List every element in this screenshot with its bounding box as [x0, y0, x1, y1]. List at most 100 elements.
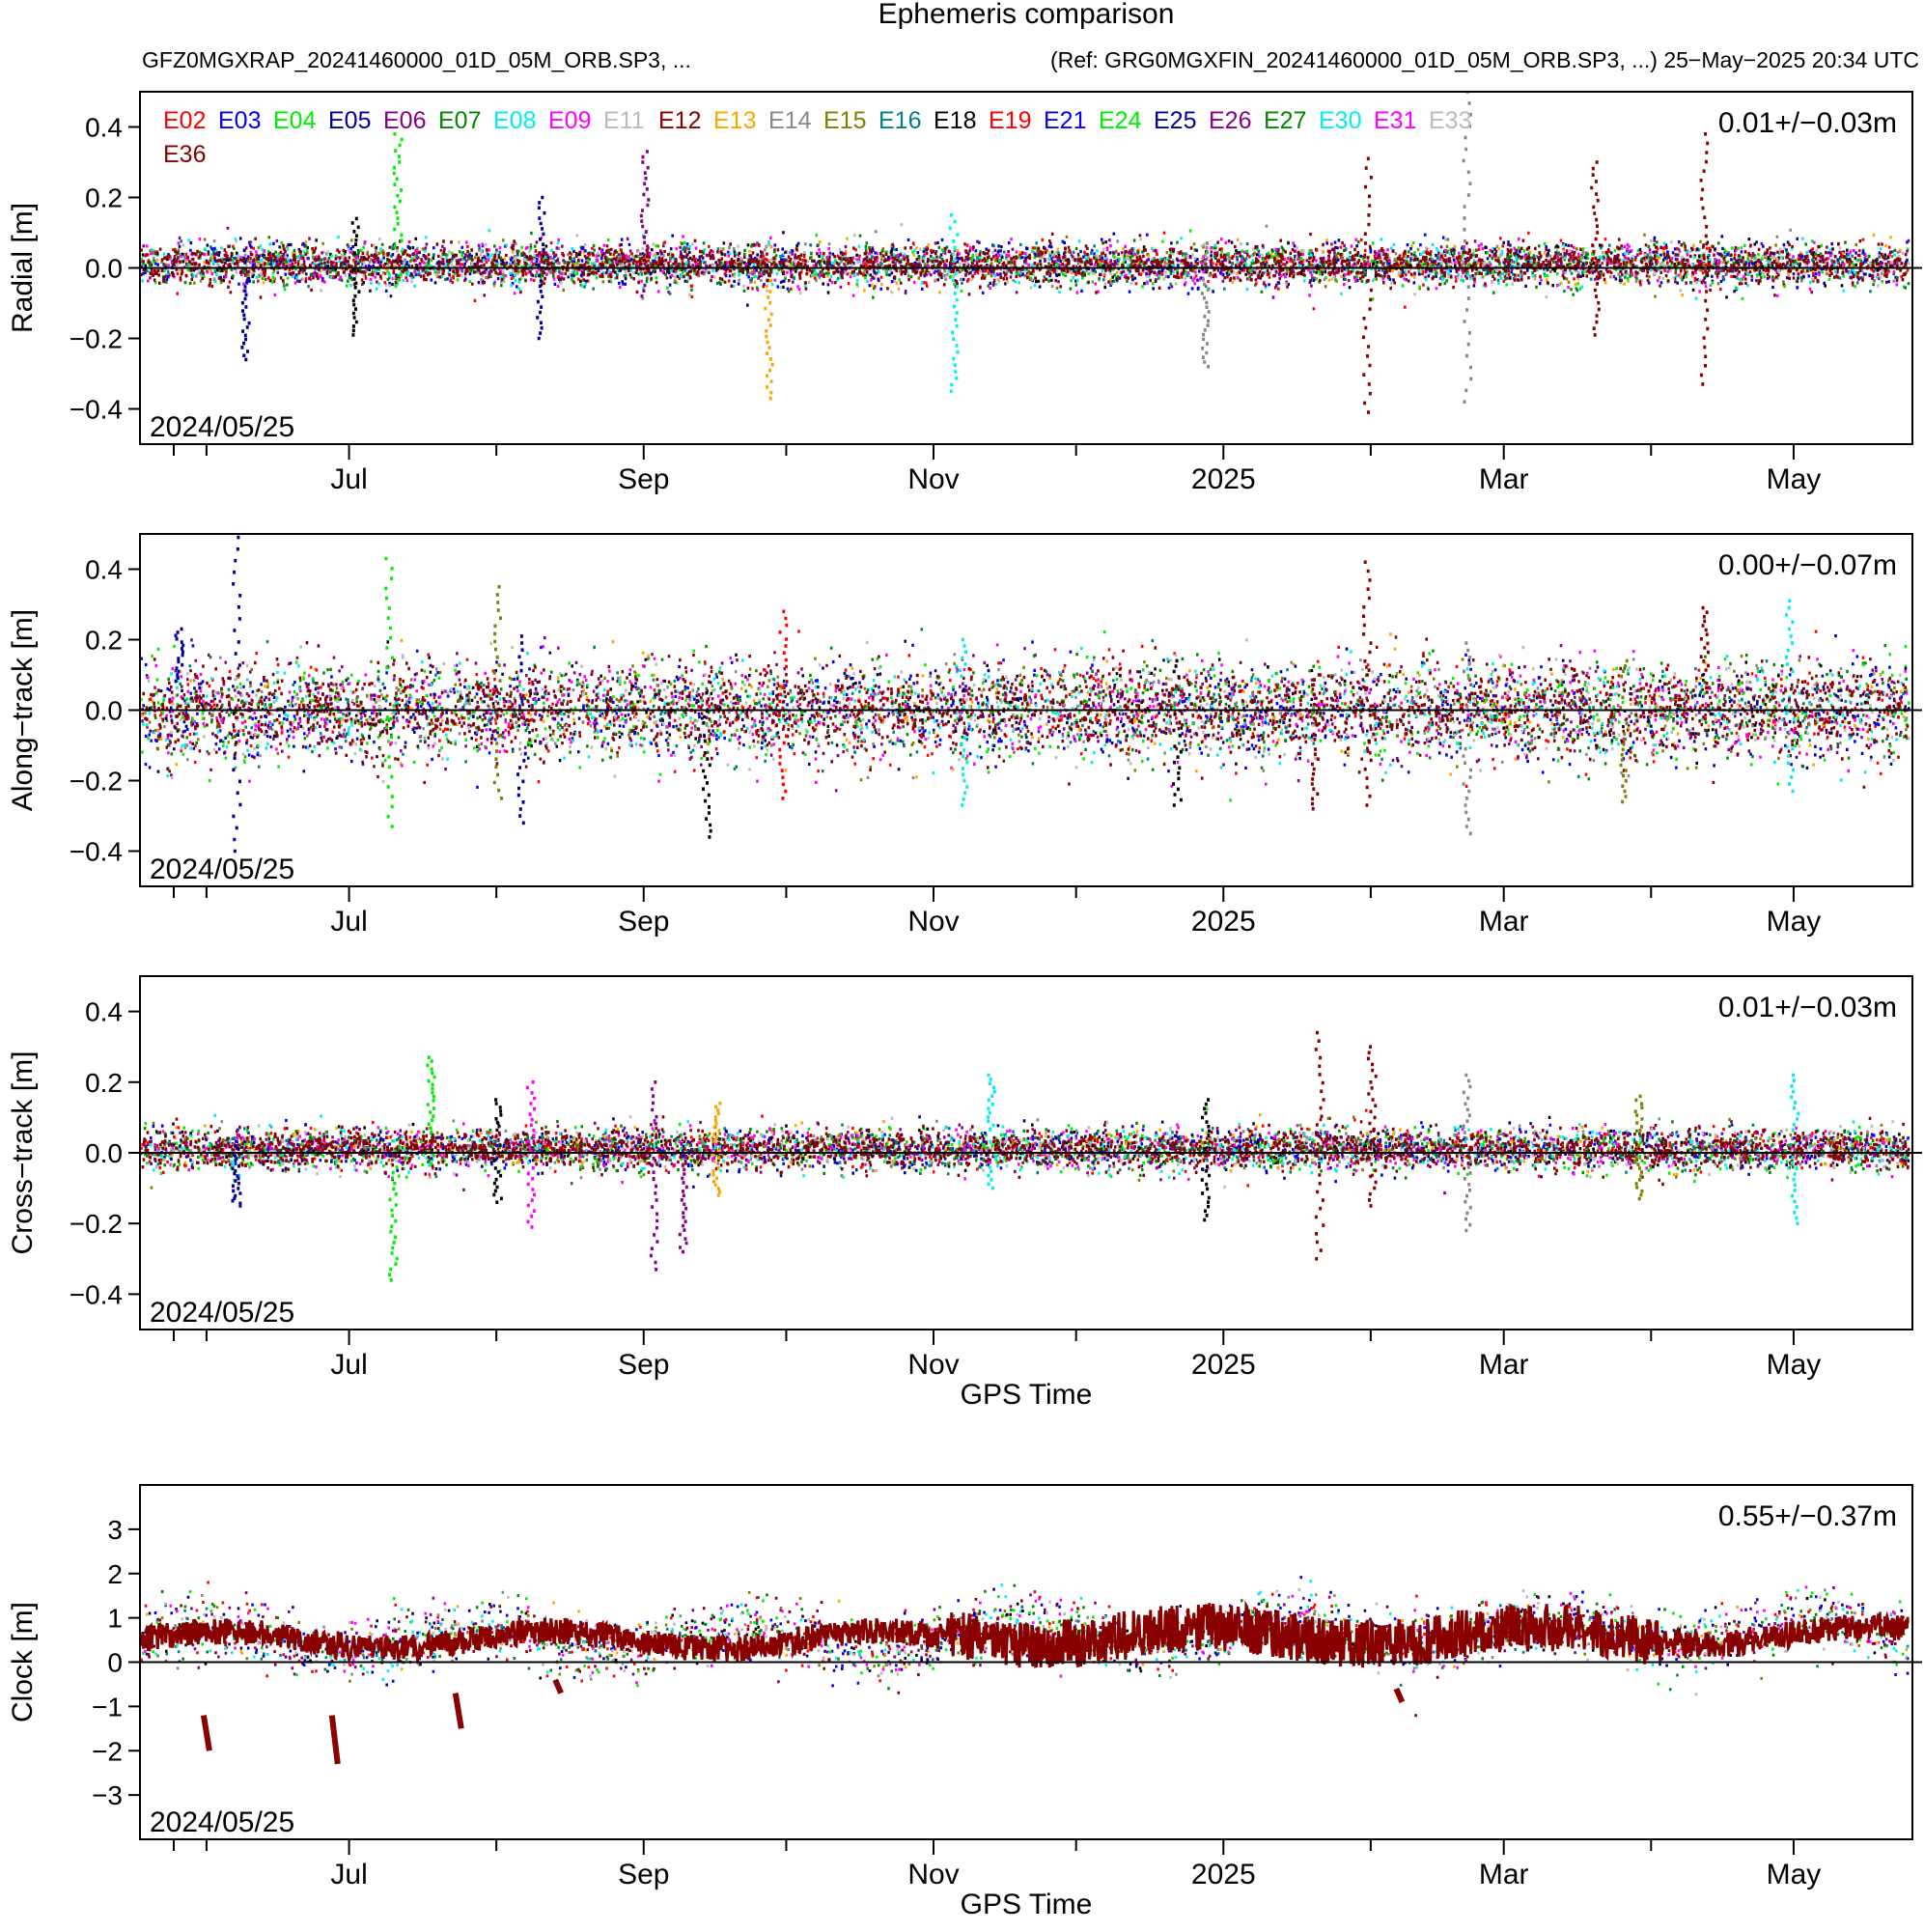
- legend-entry-E15: E15: [823, 107, 866, 134]
- clock-drop-0: [200, 1715, 212, 1751]
- spike-radial-2: [392, 132, 404, 288]
- spike-along-10: [1362, 560, 1373, 807]
- figure-subtitle-right: (Ref: GRG0MGXFIN_20241460000_01D_05M_ORB…: [1050, 47, 1919, 72]
- legend-entry-E14: E14: [768, 107, 812, 134]
- start-date-label: 2024/05/25: [150, 411, 294, 443]
- spike-along-4: [516, 634, 527, 826]
- ytick-label: −0.4: [70, 395, 123, 425]
- scatter-points: [140, 535, 1910, 854]
- series-E27: [153, 649, 1908, 782]
- spike-along-5: [702, 690, 712, 839]
- legend-entry-E19: E19: [989, 107, 1031, 134]
- clock-drop-4: [1393, 1687, 1406, 1703]
- ytick-label: 0: [107, 1648, 123, 1678]
- figure-title: Ephemeris comparison: [878, 0, 1175, 30]
- scatter-points: [140, 1030, 1910, 1282]
- legend-entry-E05: E05: [328, 107, 371, 134]
- spike-cross-10: [1314, 1030, 1325, 1261]
- spike-radial-6: [948, 213, 960, 394]
- legend-entry-E08: E08: [493, 107, 536, 134]
- series-E04: [141, 630, 1909, 783]
- xtick-label: Nov: [907, 1349, 959, 1381]
- spike-radial-4: [639, 150, 651, 298]
- spike-along-12: [1619, 658, 1629, 804]
- series-E36: [145, 635, 1898, 789]
- start-date-label: 2024/05/25: [150, 1806, 294, 1838]
- legend-entry-E16: E16: [878, 107, 921, 134]
- ytick-label: −1: [92, 1692, 123, 1722]
- spike-along-11: [1462, 641, 1472, 836]
- legend-entry-E04: E04: [273, 107, 317, 134]
- xtick-label: Mar: [1479, 1859, 1529, 1890]
- ylabel: Cross−track [m]: [7, 1051, 39, 1255]
- legend-entry-E33: E33: [1429, 107, 1471, 134]
- spike-radial-0: [240, 248, 251, 362]
- ytick-label: −3: [92, 1780, 123, 1810]
- ytick-label: 0.2: [85, 626, 123, 656]
- panels: −0.4 −0.2 0.0 0.2 0.4 Jul Sep Nov 2025 Mar May Radi…: [7, 91, 1922, 1920]
- spike-cross-4: [525, 1080, 537, 1229]
- spike-cross-9: [1200, 1098, 1211, 1222]
- series-E15: [147, 646, 1908, 784]
- start-date-label: 2024/05/25: [150, 854, 294, 885]
- spike-cross-2: [426, 1055, 436, 1165]
- ytick-label: 0.0: [85, 1138, 123, 1168]
- xlabel: GPS Time: [961, 1889, 1093, 1920]
- legend-entry-E25: E25: [1154, 107, 1196, 134]
- spike-along-8: [1172, 658, 1183, 807]
- ytick-label: 0.0: [85, 254, 123, 284]
- ytick-label: −0.2: [70, 1209, 123, 1239]
- spike-radial-5: [764, 244, 774, 401]
- xtick-label: Mar: [1479, 906, 1529, 938]
- ytick-label: 0.4: [85, 555, 123, 585]
- spike-cross-5: [649, 1080, 660, 1272]
- xtick-label: 2025: [1191, 1859, 1256, 1890]
- spike-radial-11: [1699, 132, 1710, 386]
- xtick-label: Sep: [618, 1349, 669, 1381]
- spike-cross-6: [678, 1141, 688, 1254]
- figure-subtitle-left: GFZ0MGXRAP_20241460000_01D_05M_ORB.SP3, …: [142, 47, 691, 72]
- series-E07: [150, 644, 1909, 771]
- stat-annotation: 0.01+/−0.03m: [1718, 107, 1897, 139]
- scatter-points: [140, 1576, 1910, 1765]
- xtick-label: May: [1767, 1859, 1822, 1890]
- xlabel: GPS Time: [961, 1379, 1093, 1411]
- ytick-label: −0.4: [70, 1279, 123, 1309]
- legend-entry-E13: E13: [713, 107, 756, 134]
- xtick-label: Nov: [907, 1859, 959, 1890]
- xtick-label: Jul: [330, 906, 367, 938]
- legend-entry-E11: E11: [603, 107, 645, 134]
- scatter-points: [140, 92, 1910, 414]
- legend-entry-E36: E36: [163, 141, 206, 168]
- legend-entry-E24: E24: [1099, 107, 1142, 134]
- clock-drop-1: [328, 1715, 341, 1765]
- legend-entry-E02: E02: [163, 107, 206, 134]
- legend-entry-E12: E12: [658, 107, 701, 134]
- spike-radial-8: [1362, 156, 1373, 414]
- spike-along-9: [1310, 673, 1321, 811]
- spike-cross-0: [231, 1144, 242, 1208]
- ytick-label: 0.2: [85, 183, 123, 213]
- xtick-label: 2025: [1191, 463, 1256, 495]
- panel-clock: −3 −2 −1 0 1 2 3 Jul Sep Nov 2025 Mar May Clock [m] 0.…: [7, 1484, 1922, 1920]
- xtick-label: Mar: [1479, 463, 1529, 495]
- spike-radial-10: [1590, 160, 1601, 337]
- xtick-label: May: [1767, 906, 1822, 938]
- spike-along-13: [1699, 605, 1711, 721]
- spike-along-0: [174, 627, 185, 684]
- spike-cross-14: [1790, 1073, 1800, 1225]
- legend: E02 E03 E04 E05 E06 E07 E08 E09 E11 E12 E13 E14 E15 E…: [163, 107, 1471, 168]
- legend-entry-E07: E07: [438, 107, 481, 134]
- spike-along-3: [492, 585, 503, 800]
- spike-along-14: [1785, 599, 1796, 794]
- spike-along-6: [777, 609, 789, 800]
- spike-radial-1: [350, 216, 361, 337]
- stat-annotation: 0.00+/−0.07m: [1718, 549, 1897, 581]
- spike-radial-9: [1462, 92, 1473, 404]
- spike-along-1: [232, 535, 242, 854]
- xtick-label: Mar: [1479, 1349, 1529, 1381]
- panel-radial: −0.4 −0.2 0.0 0.2 0.4 Jul Sep Nov 2025 Mar May Radi…: [7, 91, 1922, 495]
- spike-cross-11: [1367, 1045, 1378, 1208]
